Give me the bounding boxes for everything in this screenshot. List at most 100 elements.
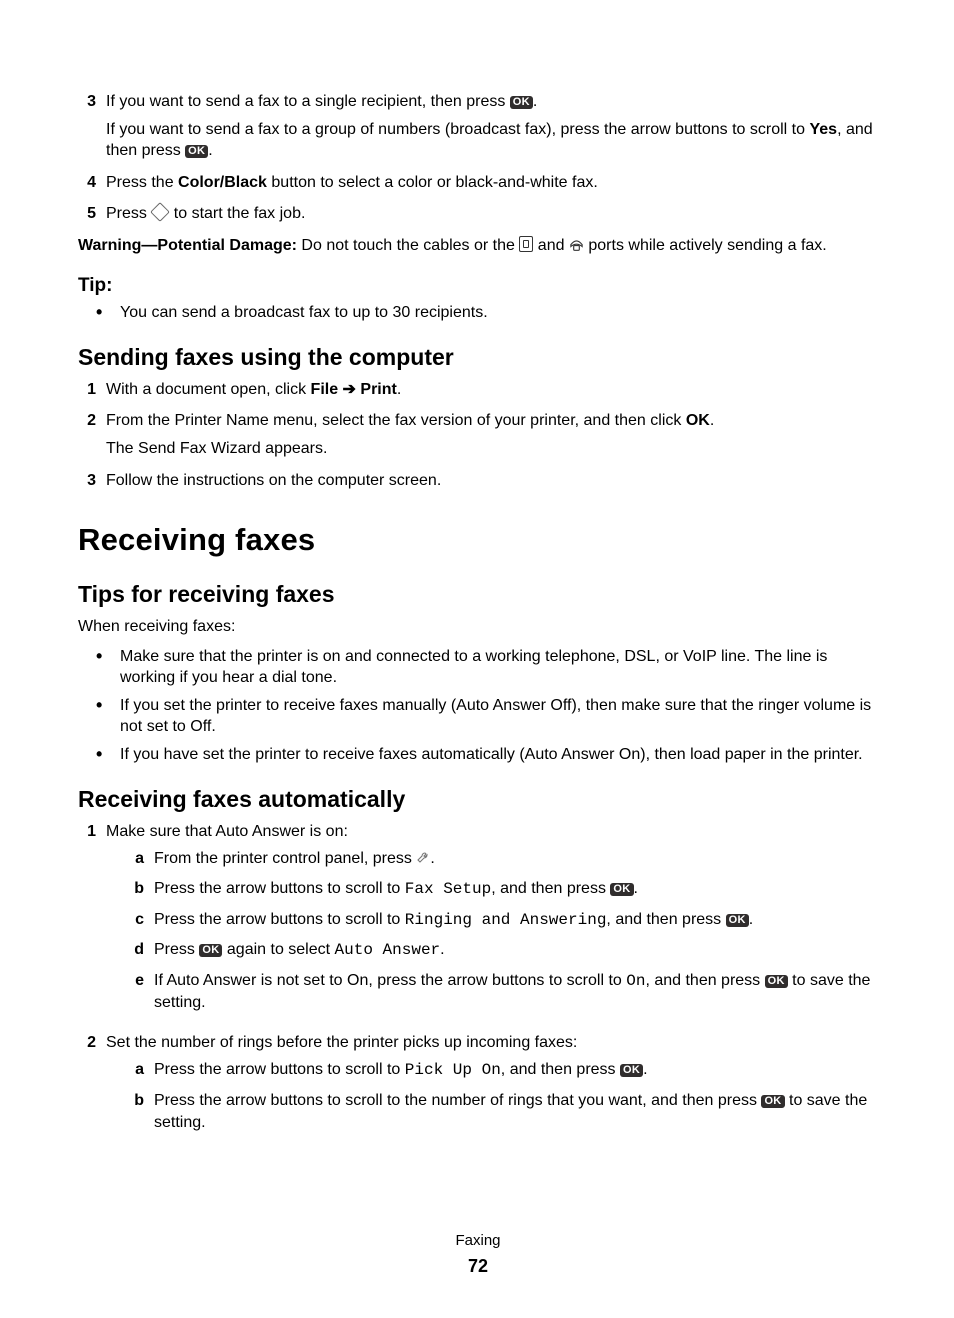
text: You can send a broadcast fax to up to 30…	[120, 302, 488, 324]
mono-text: On	[626, 972, 645, 990]
text: Press the arrow buttons to scroll to	[154, 911, 405, 928]
ok-icon: OK	[761, 1095, 784, 1108]
text: .	[440, 941, 444, 958]
step-line: The Send Fax Wizard appears.	[106, 438, 878, 460]
text: Press	[106, 205, 151, 222]
start-diamond-icon	[150, 202, 170, 222]
step-body: From the Printer Name menu, select the f…	[106, 410, 878, 459]
substep-body: From the printer control panel, press .	[154, 848, 878, 870]
warning-label: Warning—Potential Damage:	[78, 237, 297, 254]
text: and	[533, 237, 569, 254]
list-marker: 5	[78, 203, 96, 225]
step-body: With a document open, click File ➔ Print…	[106, 379, 878, 401]
text: button to select a color or black-and-wh…	[267, 174, 598, 191]
text: again to select	[222, 941, 334, 958]
text: .	[643, 1061, 647, 1078]
text: Press the arrow buttons to scroll to	[154, 1061, 405, 1078]
emphasis: File	[311, 381, 339, 398]
substep-d: d Press OK again to select Auto Answer.	[126, 939, 878, 962]
text: If you want to send a fax to a single re…	[106, 93, 510, 110]
text: to start the fax job.	[169, 205, 305, 222]
send-computer-steps: 1 With a document open, click File ➔ Pri…	[78, 379, 878, 491]
text: If you set the printer to receive faxes …	[120, 695, 878, 738]
step-1: 1 With a document open, click File ➔ Pri…	[78, 379, 878, 401]
ok-icon: OK	[620, 1064, 643, 1077]
ok-icon: OK	[185, 145, 208, 158]
footer-page-number: 72	[78, 1254, 878, 1278]
step-3: 3 If you want to send a fax to a single …	[78, 91, 878, 162]
list-marker: 2	[78, 1032, 96, 1141]
step-line: If you want to send a fax to a single re…	[106, 91, 878, 113]
text: Press the arrow buttons to scroll to	[154, 880, 405, 897]
step-body: Press to start the fax job.	[106, 203, 878, 225]
heading-tips-receiving: Tips for receiving faxes	[78, 579, 878, 610]
list-marker: 2	[78, 410, 96, 459]
text: , and then press	[491, 880, 610, 897]
text: .	[634, 880, 638, 897]
substep-body: Press the arrow buttons to scroll to Pic…	[154, 1059, 878, 1082]
list-marker: b	[126, 1090, 144, 1133]
substep-a: a From the printer control panel, press …	[126, 848, 878, 870]
text: Press the	[106, 174, 178, 191]
text: .	[397, 381, 401, 398]
wrench-icon	[416, 850, 430, 864]
heading-sending-faxes-computer: Sending faxes using the computer	[78, 342, 878, 373]
phone-port-icon	[569, 237, 584, 251]
list-marker: 4	[78, 172, 96, 194]
step-intro: Set the number of rings before the print…	[106, 1032, 878, 1054]
step-5: 5 Press to start the fax job.	[78, 203, 878, 225]
substep-body: Press OK again to select Auto Answer.	[154, 939, 878, 962]
text: If Auto Answer is not set to On, press t…	[154, 972, 626, 989]
substeps: a From the printer control panel, press …	[106, 848, 878, 1014]
ok-icon: OK	[199, 944, 222, 957]
list-item: You can send a broadcast fax to up to 30…	[96, 302, 878, 324]
ok-icon: OK	[610, 883, 633, 896]
ok-icon: OK	[765, 975, 788, 988]
text: , and then press	[645, 972, 764, 989]
tip-heading: Tip:	[78, 273, 878, 299]
text: .	[430, 850, 434, 867]
mono-text: Pick Up On	[405, 1061, 501, 1079]
step-body: Set the number of rings before the print…	[106, 1032, 878, 1141]
step-body: Press the Color/Black button to select a…	[106, 172, 878, 194]
text: If you have set the printer to receive f…	[120, 744, 863, 766]
tips-list: Make sure that the printer is on and con…	[78, 646, 878, 766]
text: .	[533, 93, 537, 110]
mono-text: Fax Setup	[405, 880, 491, 898]
substep-body: If Auto Answer is not set to On, press t…	[154, 970, 878, 1014]
mono-text: Auto Answer	[335, 941, 441, 959]
text: .	[710, 412, 714, 429]
substep-body: Press the arrow buttons to scroll to Fax…	[154, 878, 878, 901]
substep-e: e If Auto Answer is not set to On, press…	[126, 970, 878, 1014]
list-marker: b	[126, 878, 144, 901]
text: From the Printer Name menu, select the f…	[106, 412, 686, 429]
step-4: 4 Press the Color/Black button to select…	[78, 172, 878, 194]
document-page: 3 If you want to send a fax to a single …	[0, 0, 954, 1318]
text: ports while actively sending a fax.	[584, 237, 827, 254]
heading-receiving-auto: Receiving faxes automatically	[78, 784, 878, 815]
list-marker: a	[126, 848, 144, 870]
text: , and then press	[606, 911, 725, 928]
fax-send-steps-continued: 3 If you want to send a fax to a single …	[78, 91, 878, 225]
substep-a: a Press the arrow buttons to scroll to P…	[126, 1059, 878, 1082]
step-2: 2 From the Printer Name menu, select the…	[78, 410, 878, 459]
page-footer: Faxing 72	[78, 1231, 878, 1278]
auto-steps: 1 Make sure that Auto Answer is on: a Fr…	[78, 821, 878, 1142]
tips-intro: When receiving faxes:	[78, 616, 878, 638]
emphasis: Color/Black	[178, 174, 267, 191]
substep-body: Press the arrow buttons to scroll to the…	[154, 1090, 878, 1133]
ok-icon: OK	[726, 914, 749, 927]
list-marker: e	[126, 970, 144, 1014]
list-item: If you set the printer to receive faxes …	[96, 695, 878, 738]
step-body: If you want to send a fax to a single re…	[106, 91, 878, 162]
step-body: Follow the instructions on the computer …	[106, 470, 878, 492]
text: With a document open, click	[106, 381, 311, 398]
text: From the printer control panel, press	[154, 850, 416, 867]
text: Press the arrow buttons to scroll to the…	[154, 1092, 761, 1109]
footer-section: Faxing	[78, 1231, 878, 1251]
emphasis: Yes	[809, 121, 837, 138]
mono-text: Ringing and Answering	[405, 911, 607, 929]
step-line: From the Printer Name menu, select the f…	[106, 410, 878, 432]
warning-paragraph: Warning—Potential Damage: Do not touch t…	[78, 235, 878, 257]
list-item: Make sure that the printer is on and con…	[96, 646, 878, 689]
